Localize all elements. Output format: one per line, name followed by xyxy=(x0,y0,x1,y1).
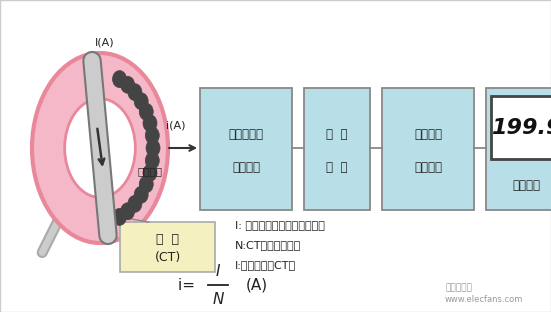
Bar xyxy=(200,88,292,210)
Bar xyxy=(382,88,474,210)
Ellipse shape xyxy=(143,164,157,181)
Text: 显示数据: 显示数据 xyxy=(512,179,540,192)
Ellipse shape xyxy=(145,127,159,144)
Text: 电流一电压: 电流一电压 xyxy=(229,128,263,141)
Text: (CT): (CT) xyxy=(154,251,181,265)
Bar xyxy=(486,88,551,210)
Text: 199.9: 199.9 xyxy=(491,118,551,138)
Ellipse shape xyxy=(32,53,168,243)
Text: i(A): i(A) xyxy=(166,120,186,130)
Text: (A): (A) xyxy=(246,277,268,293)
Ellipse shape xyxy=(121,76,134,93)
Ellipse shape xyxy=(145,152,159,169)
Ellipse shape xyxy=(139,103,153,120)
Text: I: I xyxy=(216,264,220,279)
Text: 电  路: 电 路 xyxy=(326,161,348,174)
Ellipse shape xyxy=(139,176,153,193)
Text: N:CT上的线圈数量: N:CT上的线圈数量 xyxy=(235,240,301,250)
Ellipse shape xyxy=(134,186,148,203)
Bar xyxy=(304,88,370,210)
Text: 电子发烧友: 电子发烧友 xyxy=(445,284,472,293)
Text: 转换电路: 转换电路 xyxy=(414,161,442,174)
Text: I: 测试中的电流（主要电流）: I: 测试中的电流（主要电流） xyxy=(235,220,325,230)
Text: 线圈数量: 线圈数量 xyxy=(137,166,163,176)
Text: i=: i= xyxy=(178,277,200,293)
Text: 钳  头: 钳 头 xyxy=(156,233,179,246)
Bar xyxy=(491,96,551,159)
Bar xyxy=(120,222,215,272)
Text: I:次要电流（CT）: I:次要电流（CT） xyxy=(235,260,296,270)
Ellipse shape xyxy=(121,203,134,220)
Text: www.elecfans.com: www.elecfans.com xyxy=(445,295,523,305)
Text: I(A): I(A) xyxy=(95,38,115,48)
Ellipse shape xyxy=(112,208,127,225)
Text: N: N xyxy=(212,291,224,306)
Ellipse shape xyxy=(143,115,157,132)
Text: 修  正: 修 正 xyxy=(326,128,348,141)
Ellipse shape xyxy=(128,84,142,101)
Ellipse shape xyxy=(146,139,160,157)
Text: 转换电路: 转换电路 xyxy=(232,161,260,174)
Ellipse shape xyxy=(128,195,142,212)
Ellipse shape xyxy=(134,93,148,110)
Ellipse shape xyxy=(112,71,127,88)
Ellipse shape xyxy=(64,99,136,197)
Text: 模拟信息: 模拟信息 xyxy=(414,128,442,141)
